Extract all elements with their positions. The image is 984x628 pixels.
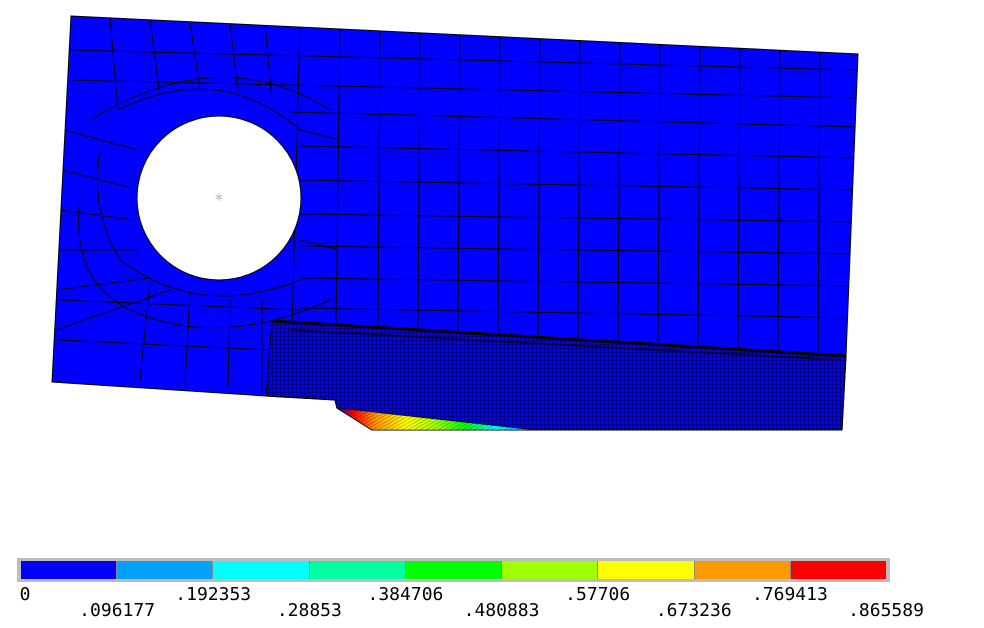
legend-swatch (212, 561, 309, 579)
refined-mesh-region (265, 319, 847, 431)
legend-tick-label: .28853 (276, 600, 342, 621)
legend-swatch (789, 561, 886, 579)
legend-tick-label: .480883 (463, 600, 540, 621)
legend-swatch (308, 561, 405, 579)
legend-swatch (21, 561, 117, 579)
legend-tick-label: .384706 (367, 584, 444, 605)
legend-tick-label: .57706 (565, 584, 631, 605)
coarse-mesh (55, 17, 858, 392)
node-marker: * (215, 190, 223, 209)
legend-tick-label: 0 (19, 584, 31, 605)
plate-body (51, 15, 859, 431)
legend-tick-label: .096177 (79, 600, 156, 621)
legend-tick-label: .192353 (175, 584, 252, 605)
bolt-hole (136, 115, 302, 281)
legend-tick-label: .865589 (848, 600, 924, 621)
legend-swatch (116, 561, 213, 579)
legend-swatch (597, 561, 694, 579)
legend-swatch (404, 561, 502, 579)
fea-contour-plot: * (51, 15, 859, 431)
legend-swatch (693, 561, 790, 579)
legend-tick-label: .673236 (655, 600, 732, 621)
legend-tick-label: .769413 (751, 584, 828, 605)
contour-legend-bar (17, 558, 890, 582)
stress-concentration-zone (336, 407, 536, 431)
legend-swatch (501, 561, 598, 579)
